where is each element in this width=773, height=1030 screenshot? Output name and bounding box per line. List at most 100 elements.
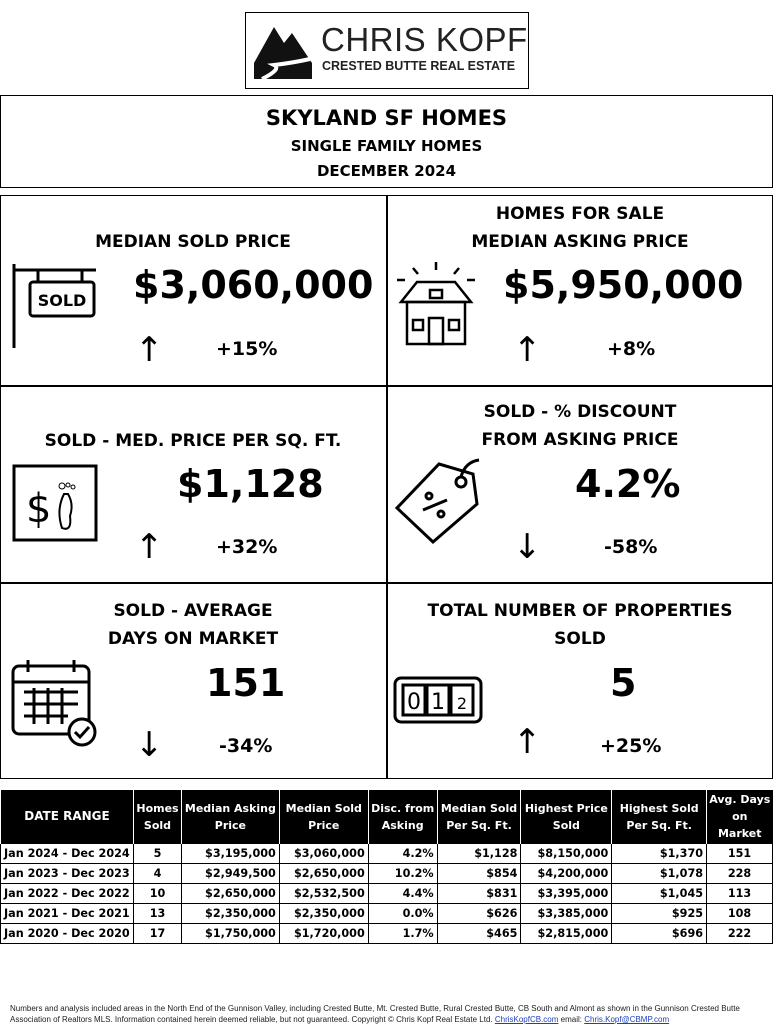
arrow-up-icon: ↑ xyxy=(135,527,164,567)
logo: CHRIS KOPF CRESTED BUTTE REAL ESTATE xyxy=(245,12,529,89)
stat-label-median-sold: MEDIAN SOLD PRICE xyxy=(95,232,291,252)
arrow-down-icon: ↓ xyxy=(135,725,164,765)
arrow-up-icon: ↑ xyxy=(513,330,542,370)
stat-change-median-sold: +15% xyxy=(216,338,278,360)
table-cell: $854 xyxy=(436,863,522,884)
stat-label-days-on-market: SOLD - AVERAGE DAYS ON MARKET xyxy=(107,601,279,649)
table-row: Jan 2021 - Dec 2021 13 $2,350,000 $2,350,00… xyxy=(0,903,773,924)
table-cell: $925 xyxy=(611,903,708,924)
table-cell: $3,385,000 xyxy=(520,903,613,924)
table-cell: $1,045 xyxy=(611,883,708,904)
table-cell: $1,128 xyxy=(436,843,522,864)
table-cell: $3,060,000 xyxy=(278,843,369,864)
stat-label-discount: SOLD - % DISCOUNT FROM ASKING PRICE xyxy=(481,402,679,450)
column-header: Highest Sold Per Sq. Ft. xyxy=(611,790,707,844)
email-link[interactable]: Chris.Kopf@CBMP.com xyxy=(584,1015,670,1024)
stat-change-days-on-market: -34% xyxy=(219,735,273,757)
column-header: DATE RANGE xyxy=(0,790,134,844)
table-cell: 4.2% xyxy=(367,843,438,864)
logo-name: CHRIS KOPF xyxy=(321,21,528,58)
table-cell: Jan 2021 - Dec 2021 xyxy=(0,903,134,924)
table-cell: $8,150,000 xyxy=(520,843,613,864)
column-header: Median Sold Per Sq. Ft. xyxy=(436,790,521,844)
table-cell: 5 xyxy=(132,843,182,864)
stat-value-discount: 4.2% xyxy=(575,462,681,506)
table-cell: 0.0% xyxy=(367,903,438,924)
table-cell: 10 xyxy=(132,883,182,904)
stat-change-asking-price: +8% xyxy=(607,338,656,360)
svg-text:0: 0 xyxy=(407,690,421,715)
table-row: Jan 2023 - Dec 2023 4 $2,949,500 $2,650,000… xyxy=(0,863,773,884)
table-cell: Jan 2023 - Dec 2023 xyxy=(0,863,134,884)
table-cell: 13 xyxy=(132,903,182,924)
stat-label-price-per-sqft: SOLD - MED. PRICE PER SQ. FT. xyxy=(44,431,342,451)
divider xyxy=(0,582,773,584)
divider xyxy=(0,385,773,387)
svg-text:SOLD: SOLD xyxy=(38,291,87,310)
svg-text:1: 1 xyxy=(431,690,445,715)
table-cell: $4,200,000 xyxy=(520,863,613,884)
stat-label-asking-price: HOMES FOR SALE MEDIAN ASKING PRICE xyxy=(471,204,689,252)
arrow-down-icon: ↓ xyxy=(513,527,542,567)
stat-value-median-sold: $3,060,000 xyxy=(133,263,374,307)
website-link[interactable]: ChrisKopfCB.com xyxy=(494,1015,559,1024)
table-cell: 4 xyxy=(132,863,182,884)
table-cell: 113 xyxy=(706,883,773,904)
table-row: Jan 2020 - Dec 2020 17 $1,750,000 $1,720,00… xyxy=(0,923,773,944)
svg-text:2: 2 xyxy=(457,694,467,713)
stat-value-asking-price: $5,950,000 xyxy=(503,263,744,307)
table-cell: Jan 2024 - Dec 2024 xyxy=(0,843,134,864)
arrow-up-icon: ↑ xyxy=(135,330,164,370)
table-row: Jan 2022 - Dec 2022 10 $2,650,000 $2,532,50… xyxy=(0,883,773,904)
column-header: Disc. from Asking xyxy=(367,790,438,844)
table-cell: $1,078 xyxy=(611,863,708,884)
calendar-check-icon xyxy=(11,660,97,747)
arrow-up-icon: ↑ xyxy=(513,722,542,762)
table-cell: $2,532,500 xyxy=(278,883,369,904)
disclaimer: Numbers and analysis included areas in t… xyxy=(10,1004,740,1024)
table-cell: $3,195,000 xyxy=(180,843,280,864)
percent-tag-icon xyxy=(394,458,480,545)
mountain-road-icon xyxy=(254,27,312,81)
table-cell: 1.7% xyxy=(367,923,438,944)
table-cell: $2,815,000 xyxy=(520,923,613,944)
svg-text:$: $ xyxy=(26,486,51,532)
table-cell: 17 xyxy=(132,923,182,944)
report-header: SKYLAND SF HOMES SINGLE FAMILY HOMES DEC… xyxy=(0,95,773,188)
dollar-footprint-icon: $ xyxy=(12,464,98,542)
column-header: Highest Price Sold xyxy=(520,790,612,844)
table-cell: $626 xyxy=(436,903,522,924)
table-cell: 108 xyxy=(706,903,773,924)
table-cell: $1,370 xyxy=(611,843,708,864)
house-icon xyxy=(397,262,475,346)
table-cell: Jan 2020 - Dec 2020 xyxy=(0,923,134,944)
table-cell: $1,720,000 xyxy=(278,923,369,944)
table-cell: $2,350,000 xyxy=(180,903,280,924)
page-subtitle: SINGLE FAMILY HOMES xyxy=(290,137,483,155)
report-period: DECEMBER 2024 xyxy=(316,162,457,180)
stat-value-properties-sold: 5 xyxy=(610,661,637,705)
counter-icon: 0 1 2 xyxy=(393,676,483,724)
table-cell: $2,650,000 xyxy=(180,883,280,904)
table-cell: $2,350,000 xyxy=(278,903,369,924)
table-cell: 228 xyxy=(706,863,773,884)
column-header: Homes Sold xyxy=(132,790,182,844)
table-header-row: DATE RANGE Homes Sold Median Asking Price Med… xyxy=(0,790,773,844)
table-cell: 4.4% xyxy=(367,883,438,904)
table-cell: $831 xyxy=(436,883,522,904)
column-header: Median Asking Price xyxy=(180,790,280,844)
table-cell: $3,395,000 xyxy=(520,883,613,904)
sold-sign-icon: SOLD xyxy=(12,264,96,348)
divider xyxy=(386,195,388,779)
table-row: Jan 2024 - Dec 2024 5 $3,195,000 $3,060,000… xyxy=(0,843,773,864)
stat-change-properties-sold: +25% xyxy=(600,735,662,757)
table-cell: 151 xyxy=(706,843,773,864)
stat-value-days-on-market: 151 xyxy=(206,661,286,705)
table-cell: 10.2% xyxy=(367,863,438,884)
table-cell: $1,750,000 xyxy=(180,923,280,944)
table-cell: $2,650,000 xyxy=(278,863,369,884)
stat-label-properties-sold: TOTAL NUMBER OF PROPERTIES SOLD xyxy=(427,601,733,649)
stat-value-price-per-sqft: $1,128 xyxy=(177,462,324,506)
table-cell: 222 xyxy=(706,923,773,944)
table-cell: $696 xyxy=(611,923,708,944)
